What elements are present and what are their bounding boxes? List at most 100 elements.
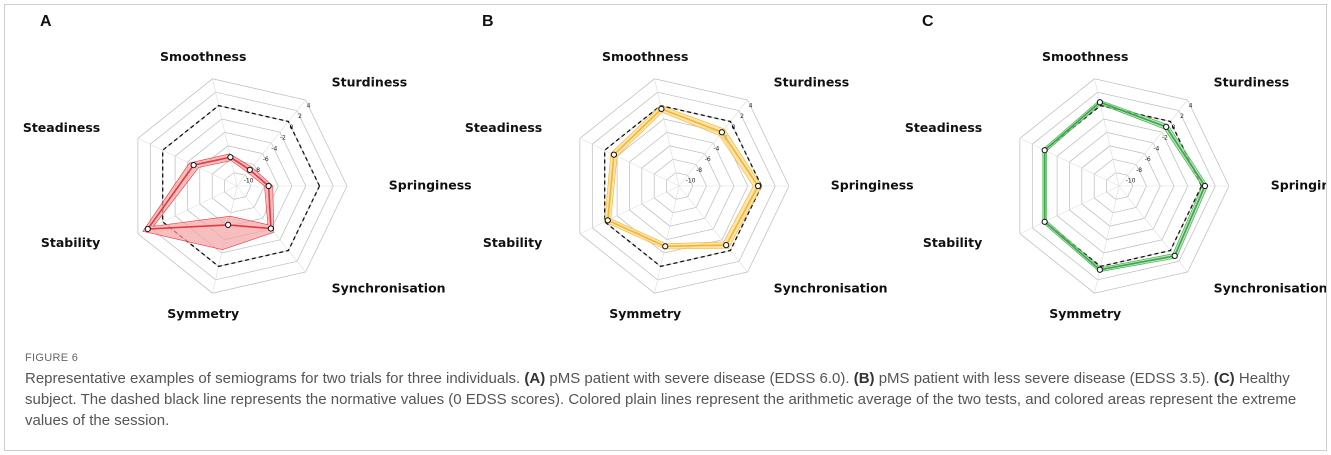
- average-point: [1171, 252, 1178, 259]
- average-point: [265, 182, 272, 190]
- category-label: Sturdiness: [332, 74, 408, 89]
- category-label: Stability: [923, 235, 982, 250]
- range-band: [1042, 99, 1209, 273]
- ring: [666, 172, 694, 200]
- r-tick-label: 4: [307, 102, 311, 109]
- spoke: [236, 99, 306, 187]
- average-line: [606, 107, 760, 248]
- category-label: Sturdiness: [1214, 74, 1290, 89]
- ring: [604, 105, 762, 267]
- charts: A-10-8-6-4-2024SpringinessSturdinessSmoo…: [23, 13, 1326, 321]
- ring: [641, 145, 721, 227]
- average-point: [1041, 147, 1048, 154]
- average-point: [1163, 123, 1170, 130]
- spoke: [1094, 78, 1120, 187]
- category-label: Smoothness: [1042, 49, 1128, 64]
- range-band: [604, 105, 762, 250]
- spoke: [579, 138, 680, 187]
- average-line: [146, 156, 272, 230]
- ring: [1069, 132, 1175, 240]
- category-label: Symmetry: [609, 306, 681, 321]
- spoke: [654, 185, 680, 294]
- ring: [1081, 145, 1161, 227]
- ring: [579, 78, 790, 294]
- average-point: [1096, 99, 1103, 106]
- r-tick-label: -4: [713, 145, 719, 152]
- spoke: [1118, 99, 1188, 187]
- r-tick-label: 2: [740, 113, 744, 120]
- r-tick-label: -6: [705, 156, 711, 163]
- r-tick-label: -10: [244, 178, 254, 185]
- spoke: [579, 185, 680, 234]
- caption-run: (C): [1213, 370, 1235, 387]
- spoke: [137, 138, 238, 187]
- r-tick-label: -10: [1126, 178, 1136, 185]
- caption-run: pMS patient with less severe disease (ED…: [874, 370, 1214, 387]
- average-point: [267, 225, 274, 232]
- r-tick-label: 4: [1189, 102, 1193, 109]
- category-label: Steadiness: [23, 120, 100, 135]
- r-tick-label: 2: [1180, 113, 1184, 120]
- ring: [224, 172, 252, 200]
- ring: [149, 91, 334, 281]
- average-point: [1201, 182, 1209, 190]
- ring: [1031, 91, 1216, 281]
- spoke: [137, 185, 238, 234]
- average-point: [1096, 266, 1103, 273]
- r-tick-label: -8: [1136, 167, 1142, 174]
- r-tick-label: -10: [686, 178, 696, 185]
- r-tick-label: -8: [696, 167, 702, 174]
- average-point: [227, 154, 234, 161]
- r-tick-label: -4: [1153, 145, 1159, 152]
- caption-run: Representative examples of semiograms fo…: [25, 370, 525, 387]
- average-point: [754, 182, 762, 190]
- category-label: Symmetry: [167, 306, 239, 321]
- r-tick-label: -6: [1145, 156, 1151, 163]
- r-tick-label: -2: [280, 135, 286, 142]
- ring: [1019, 78, 1230, 294]
- category-label: Steadiness: [905, 120, 982, 135]
- r-tick-label: 4: [749, 102, 753, 109]
- ring: [629, 132, 735, 240]
- figure: A -10 -8 -6 -4 -2 0 2 4 Springiness Sturdiness Smoo…: [4, 4, 1327, 451]
- caption-run: Healthy subject. The dashed black line r…: [25, 370, 1297, 429]
- average-point: [604, 217, 611, 224]
- ring: [1056, 118, 1189, 254]
- ring: [653, 158, 707, 214]
- caption-run: pMS patient with severe disease (EDSS 6.…: [545, 370, 854, 387]
- category-label: Synchronisation: [774, 281, 888, 296]
- caption-run: (A): [524, 370, 546, 387]
- category-label: Steadiness: [465, 120, 542, 135]
- category-label: Synchronisation: [332, 281, 446, 296]
- average-line: [1043, 101, 1206, 271]
- ring: [137, 78, 348, 294]
- ring: [199, 145, 279, 227]
- average-point: [246, 166, 253, 173]
- average-point: [662, 243, 669, 250]
- spoke: [654, 78, 680, 187]
- category-label: Sturdiness: [774, 74, 850, 89]
- average-point: [718, 129, 725, 136]
- category-label: Stability: [41, 235, 100, 250]
- category-label: Smoothness: [160, 49, 246, 64]
- category-label: Springiness: [1271, 178, 1326, 193]
- category-label: Synchronisation: [1214, 281, 1326, 296]
- spoke: [212, 78, 238, 187]
- caption-run: (B): [853, 370, 875, 387]
- category-label: Smoothness: [602, 49, 688, 64]
- r-tick-label: 2: [298, 113, 302, 120]
- spoke: [1019, 185, 1120, 234]
- panel-label: C: [922, 13, 934, 30]
- ring: [1106, 172, 1134, 200]
- category-label: Stability: [483, 235, 542, 250]
- spoke: [1019, 138, 1120, 187]
- spoke: [678, 185, 748, 273]
- r-tick-label: -2: [1162, 135, 1168, 142]
- figure-label: FIGURE 6: [25, 352, 79, 364]
- average-point: [190, 162, 197, 169]
- average-point: [144, 225, 151, 233]
- category-label: Springiness: [831, 178, 914, 193]
- panel-label: A: [40, 13, 52, 30]
- r-tick-label: -6: [263, 156, 269, 163]
- category-label: Springiness: [389, 178, 472, 193]
